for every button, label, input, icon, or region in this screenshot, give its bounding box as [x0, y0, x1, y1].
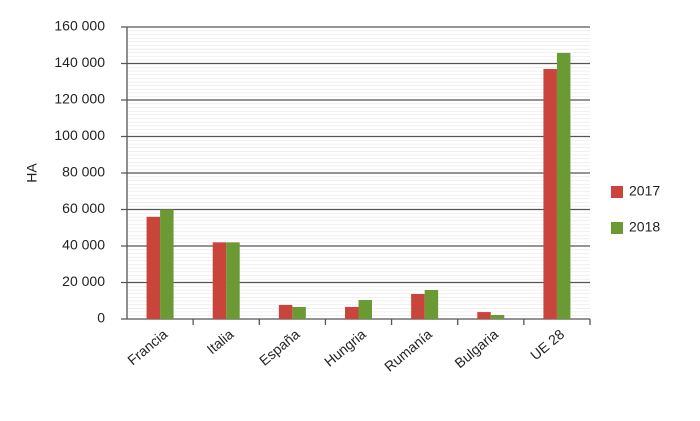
- bar: [543, 68, 557, 319]
- bar: [292, 306, 306, 319]
- legend-swatch: [611, 222, 623, 234]
- x-tick-label: Rumanía: [381, 326, 435, 375]
- bar: [556, 52, 571, 319]
- y-tick-label: 20 000: [62, 273, 105, 289]
- bar: [160, 209, 174, 319]
- x-tick-label: España: [256, 326, 303, 369]
- legend-swatch: [611, 186, 623, 198]
- bar: [424, 289, 439, 319]
- y-tick-label: 80 000: [62, 164, 105, 180]
- x-tick-label: Francia: [124, 326, 170, 368]
- bar: [358, 300, 372, 319]
- y-tick-label: 60 000: [62, 200, 105, 216]
- y-tick-label: 40 000: [62, 237, 105, 253]
- legend-label: 2018: [629, 219, 660, 235]
- bar: [477, 312, 491, 319]
- bar: [345, 306, 359, 319]
- legend-label: 2017: [629, 183, 660, 199]
- y-tick-label: 140 000: [54, 54, 105, 70]
- bar: [226, 242, 240, 319]
- x-tick-label: UE 28: [527, 326, 567, 363]
- bar: [212, 242, 227, 319]
- bar: [146, 216, 161, 319]
- y-tick-label: 0: [97, 310, 105, 326]
- x-tick-label: Hungria: [321, 326, 369, 370]
- bar: [490, 314, 505, 319]
- y-axis-label: HA: [24, 163, 40, 183]
- y-tick-label: 160 000: [54, 18, 105, 34]
- y-tick-label: 100 000: [54, 127, 105, 143]
- bar: [411, 293, 425, 319]
- x-tick-label: Bulgaria: [451, 326, 501, 371]
- y-tick-label: 120 000: [54, 91, 105, 107]
- x-tick-label: Italia: [204, 326, 237, 357]
- bar: [278, 304, 293, 319]
